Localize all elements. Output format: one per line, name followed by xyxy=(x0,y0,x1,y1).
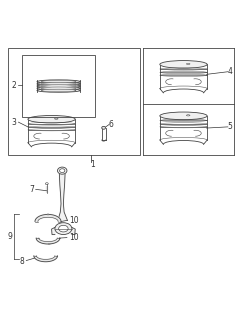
Ellipse shape xyxy=(58,167,67,174)
Polygon shape xyxy=(52,228,55,235)
Polygon shape xyxy=(72,228,75,235)
Ellipse shape xyxy=(28,116,75,123)
Polygon shape xyxy=(58,174,67,220)
Bar xyxy=(22,55,95,117)
Ellipse shape xyxy=(59,225,68,232)
Text: 8: 8 xyxy=(20,257,24,266)
Text: 1: 1 xyxy=(91,160,95,169)
Ellipse shape xyxy=(37,84,80,88)
Polygon shape xyxy=(34,256,58,262)
Ellipse shape xyxy=(37,80,80,84)
Ellipse shape xyxy=(102,126,105,129)
Text: 4: 4 xyxy=(228,67,233,76)
Ellipse shape xyxy=(41,89,76,92)
Ellipse shape xyxy=(160,112,207,120)
Text: 2: 2 xyxy=(11,81,16,90)
Ellipse shape xyxy=(41,85,76,87)
Ellipse shape xyxy=(55,223,72,235)
Ellipse shape xyxy=(60,169,65,172)
Text: 10: 10 xyxy=(69,216,79,225)
Ellipse shape xyxy=(41,83,76,85)
Text: 9: 9 xyxy=(8,232,13,241)
Ellipse shape xyxy=(37,86,80,90)
Ellipse shape xyxy=(47,214,49,215)
Ellipse shape xyxy=(160,60,207,68)
Bar xyxy=(8,48,140,155)
Polygon shape xyxy=(36,238,60,244)
Ellipse shape xyxy=(41,80,76,83)
Ellipse shape xyxy=(37,82,80,86)
Text: 5: 5 xyxy=(228,122,233,132)
Text: 10: 10 xyxy=(69,233,78,242)
Text: 7: 7 xyxy=(29,185,34,194)
Polygon shape xyxy=(35,214,61,221)
Text: 6: 6 xyxy=(109,120,114,129)
Ellipse shape xyxy=(37,89,80,92)
Text: 3: 3 xyxy=(11,118,16,127)
Ellipse shape xyxy=(41,87,76,90)
